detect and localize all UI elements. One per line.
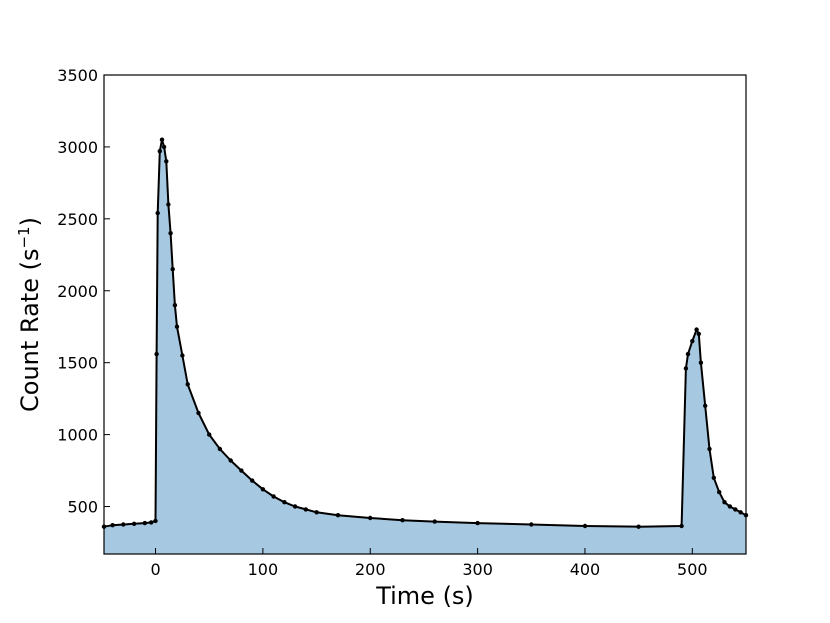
data-point: [698, 360, 704, 365]
data-point: [694, 327, 699, 332]
data-point: [696, 331, 701, 337]
data-point: [683, 366, 689, 371]
data-point: [582, 523, 588, 529]
data-point: [636, 524, 641, 529]
x-axis-ticks: 0 100 200 300 400 500: [150, 548, 708, 579]
data-point: [335, 513, 341, 518]
data-point: [149, 520, 154, 525]
data-point: [170, 267, 175, 272]
y-tick-label: 2000: [57, 282, 98, 301]
data-point: [131, 521, 137, 526]
data-point: [207, 432, 212, 437]
data-point: [155, 210, 160, 216]
data-point: [159, 137, 165, 142]
data-point: [679, 523, 684, 529]
data-point: [185, 382, 190, 387]
data-point: [685, 351, 691, 357]
y-axis-title: Count Rate (s−1): [15, 217, 44, 412]
data-point: [707, 446, 712, 452]
data-point: [432, 519, 437, 524]
data-point: [174, 324, 180, 329]
plot-area: [101, 137, 749, 554]
data-point: [260, 487, 266, 492]
data-point: [172, 303, 178, 308]
y-tick-label: 1500: [57, 354, 98, 373]
y-tick-label: 1000: [57, 426, 98, 445]
data-point: [722, 500, 727, 505]
x-tick-label: 300: [462, 560, 493, 579]
data-point: [282, 500, 287, 505]
data-point: [168, 231, 173, 236]
y-tick-label: 3000: [57, 138, 98, 157]
data-point: [153, 518, 158, 524]
data-point: [121, 522, 126, 527]
data-point: [475, 520, 480, 526]
x-tick-label: 200: [355, 560, 386, 579]
data-point: [368, 515, 373, 521]
data-point: [314, 510, 319, 515]
data-point: [154, 351, 159, 357]
y-tick-label: 3500: [57, 66, 98, 85]
data-point: [738, 510, 743, 515]
data-markers: [101, 137, 749, 529]
x-axis-title: Time (s): [375, 582, 474, 610]
data-point: [529, 522, 534, 527]
data-point: [292, 504, 298, 509]
data-point: [303, 507, 308, 512]
y-axis-ticks: 500 1000 1500 2000 2500 3000 3500: [57, 66, 110, 517]
data-point: [690, 338, 695, 344]
data-point: [180, 353, 185, 358]
data-point: [400, 518, 405, 523]
data-point: [164, 159, 169, 164]
data-point: [217, 446, 223, 452]
data-point: [703, 403, 708, 408]
data-point: [161, 144, 167, 150]
data-point: [239, 468, 244, 473]
y-tick-label: 2500: [57, 210, 98, 229]
data-point: [157, 149, 162, 154]
data-point: [228, 458, 233, 463]
data-point: [711, 475, 716, 480]
data-point: [166, 202, 171, 207]
count-rate-area: [104, 139, 746, 554]
data-point: [271, 494, 276, 499]
data-point: [717, 489, 722, 495]
data-point: [196, 410, 201, 416]
data-point: [727, 504, 733, 509]
x-tick-label: 500: [677, 560, 708, 579]
y-tick-label: 500: [67, 498, 98, 517]
data-point: [250, 478, 255, 483]
x-tick-label: 400: [570, 560, 601, 579]
data-point: [733, 507, 738, 512]
data-point: [142, 520, 147, 526]
x-tick-label: 100: [248, 560, 279, 579]
x-tick-label: 0: [150, 560, 160, 579]
data-point: [110, 523, 115, 528]
plot-frame: [103, 74, 747, 555]
